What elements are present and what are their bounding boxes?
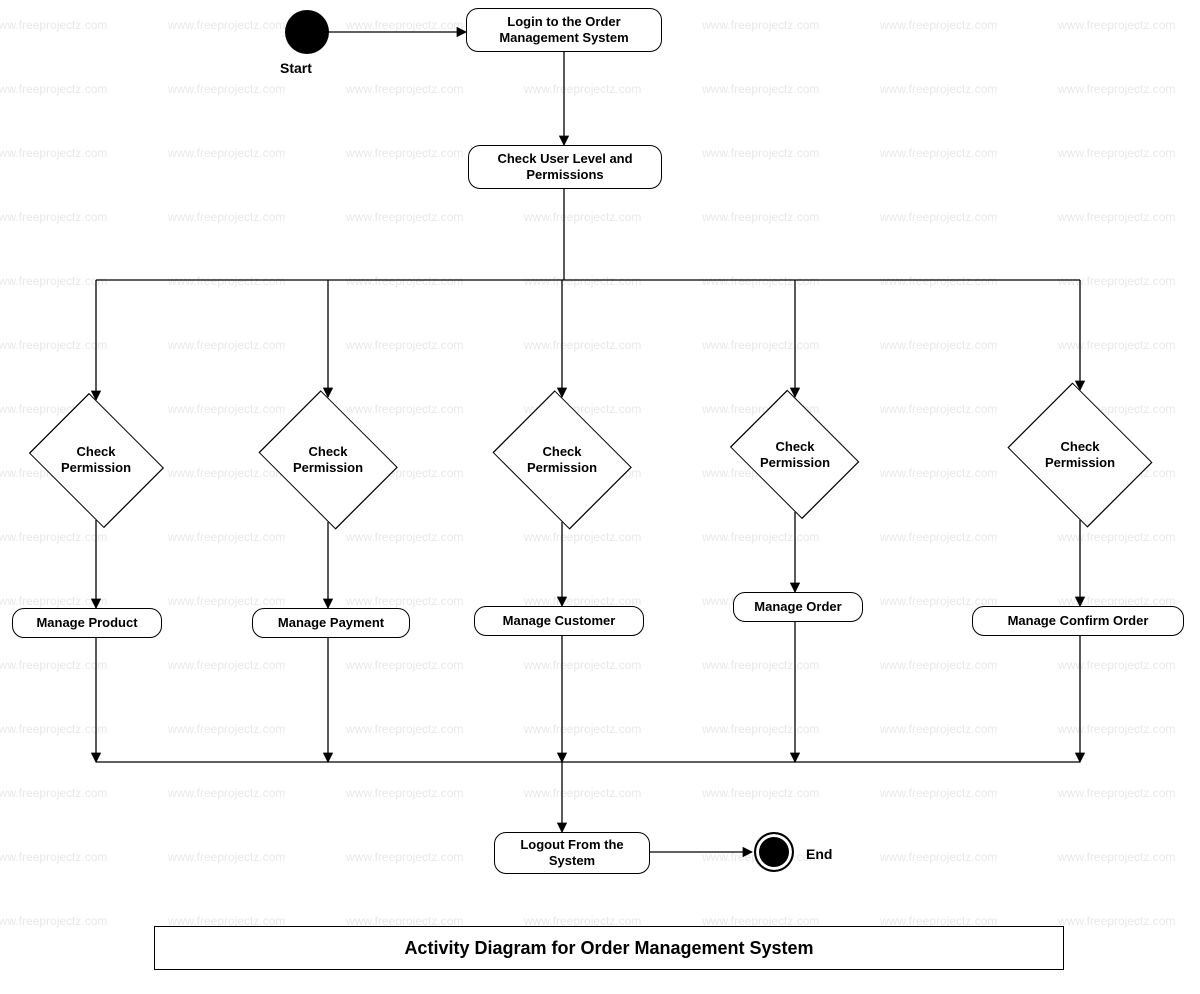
manage-customer-activity: Manage Customer xyxy=(474,606,644,636)
manage-confirm-order-activity: Manage Confirm Order xyxy=(972,606,1184,636)
end-node xyxy=(754,832,794,872)
login-activity: Login to the OrderManagement System xyxy=(466,8,662,52)
end-label: End xyxy=(806,846,832,862)
manage-payment-activity: Manage Payment xyxy=(252,608,410,638)
diagram-title: Activity Diagram for Order Management Sy… xyxy=(154,926,1064,970)
manage-order-activity: Manage Order xyxy=(733,592,863,622)
start-label: Start xyxy=(280,60,312,76)
activity-diagram: Start Login to the OrderManagement Syste… xyxy=(0,0,1200,994)
check-permissions-activity: Check User Level andPermissions xyxy=(468,145,662,189)
manage-product-activity: Manage Product xyxy=(12,608,162,638)
logout-activity: Logout From theSystem xyxy=(494,832,650,874)
start-node xyxy=(285,10,329,54)
